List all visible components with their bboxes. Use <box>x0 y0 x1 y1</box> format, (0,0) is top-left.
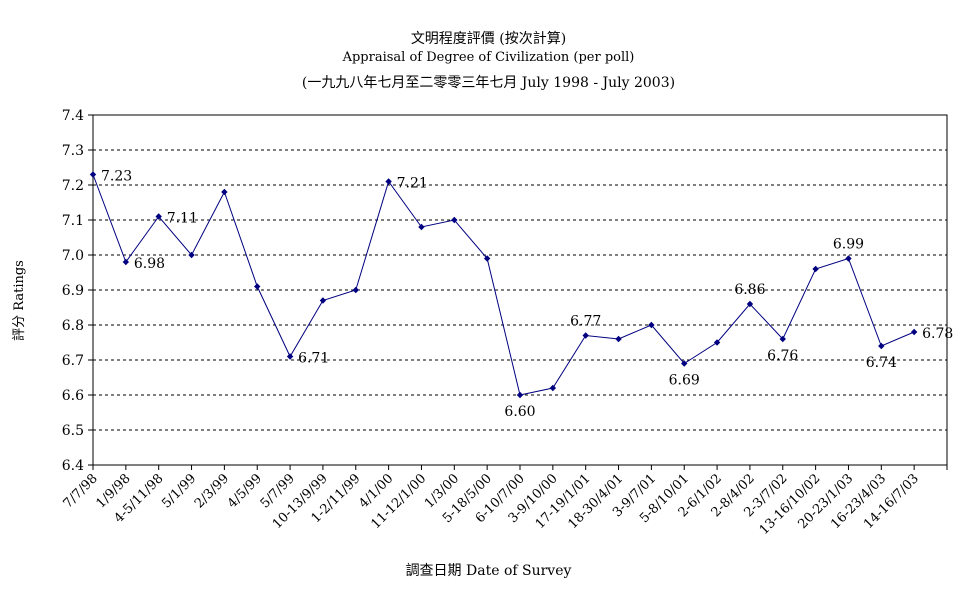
data-label: 6.69 <box>669 373 700 389</box>
data-point <box>582 332 589 339</box>
y-tick-label: 6.6 <box>62 388 84 404</box>
chart-subtitle: Appraisal of Degree of Civilization (per… <box>342 50 635 65</box>
data-label: 6.60 <box>504 404 535 420</box>
data-point <box>188 251 195 259</box>
data-point <box>221 188 228 196</box>
y-tick-label: 7.4 <box>62 108 84 124</box>
data-label: 6.99 <box>833 237 864 253</box>
chart-date-range: (一九九八年七月至二零零三年七月 July 1998 - July 2003) <box>301 75 676 91</box>
data-point <box>451 216 458 224</box>
y-tick-label: 6.9 <box>62 283 84 299</box>
data-point <box>385 178 392 185</box>
data-point <box>418 223 425 231</box>
data-point <box>516 391 524 399</box>
y-axis-label: 評分 Ratings <box>11 259 27 341</box>
data-point <box>89 171 97 178</box>
data-point <box>812 265 819 273</box>
x-axis-label: 調查日期 Date of Survey <box>405 563 572 579</box>
data-point <box>352 286 359 294</box>
data-point <box>878 342 885 350</box>
x-tick-label: 2/3/99 <box>192 471 232 511</box>
data-point <box>319 297 327 304</box>
data-label: 6.76 <box>767 348 798 364</box>
data-point <box>615 335 622 343</box>
y-tick-label: 6.8 <box>62 318 84 334</box>
y-tick-label: 6.5 <box>62 423 84 439</box>
data-point <box>746 300 754 308</box>
y-tick-label: 7.3 <box>62 143 84 159</box>
y-tick-label: 7.2 <box>62 178 84 194</box>
data-label: 6.77 <box>570 314 601 330</box>
data-label: 6.71 <box>298 351 329 367</box>
data-point <box>122 258 130 266</box>
data-point <box>845 255 852 262</box>
data-point <box>713 339 721 346</box>
data-point <box>648 321 655 329</box>
data-label: 7.21 <box>397 176 428 192</box>
data-label: 7.11 <box>167 211 198 227</box>
y-axis-label-container: 評分 Ratings <box>2 245 32 355</box>
x-tick-label: 4/5/99 <box>225 471 265 511</box>
series-line <box>92 174 915 396</box>
data-point <box>779 335 786 343</box>
data-label: 6.86 <box>734 282 765 298</box>
data-point <box>549 384 557 392</box>
data-point <box>910 328 918 336</box>
x-tick-label: 7/7/98 <box>61 471 101 511</box>
data-label: 7.23 <box>101 169 132 185</box>
y-tick-label: 6.7 <box>62 353 84 369</box>
data-point <box>681 360 688 367</box>
data-point <box>286 353 294 360</box>
y-tick-label: 7.0 <box>62 248 84 264</box>
y-tick-label: 7.1 <box>62 213 84 229</box>
data-point <box>254 283 261 290</box>
data-label: 6.74 <box>866 355 897 371</box>
x-tick-label: 5/1/99 <box>159 471 199 511</box>
y-tick-label: 6.4 <box>62 458 84 474</box>
data-point <box>155 213 162 220</box>
data-label: 6.98 <box>134 256 165 272</box>
chart-title: 文明程度評價 (按次計算) <box>410 31 567 47</box>
data-label: 6.78 <box>922 326 953 342</box>
data-point <box>483 255 491 262</box>
